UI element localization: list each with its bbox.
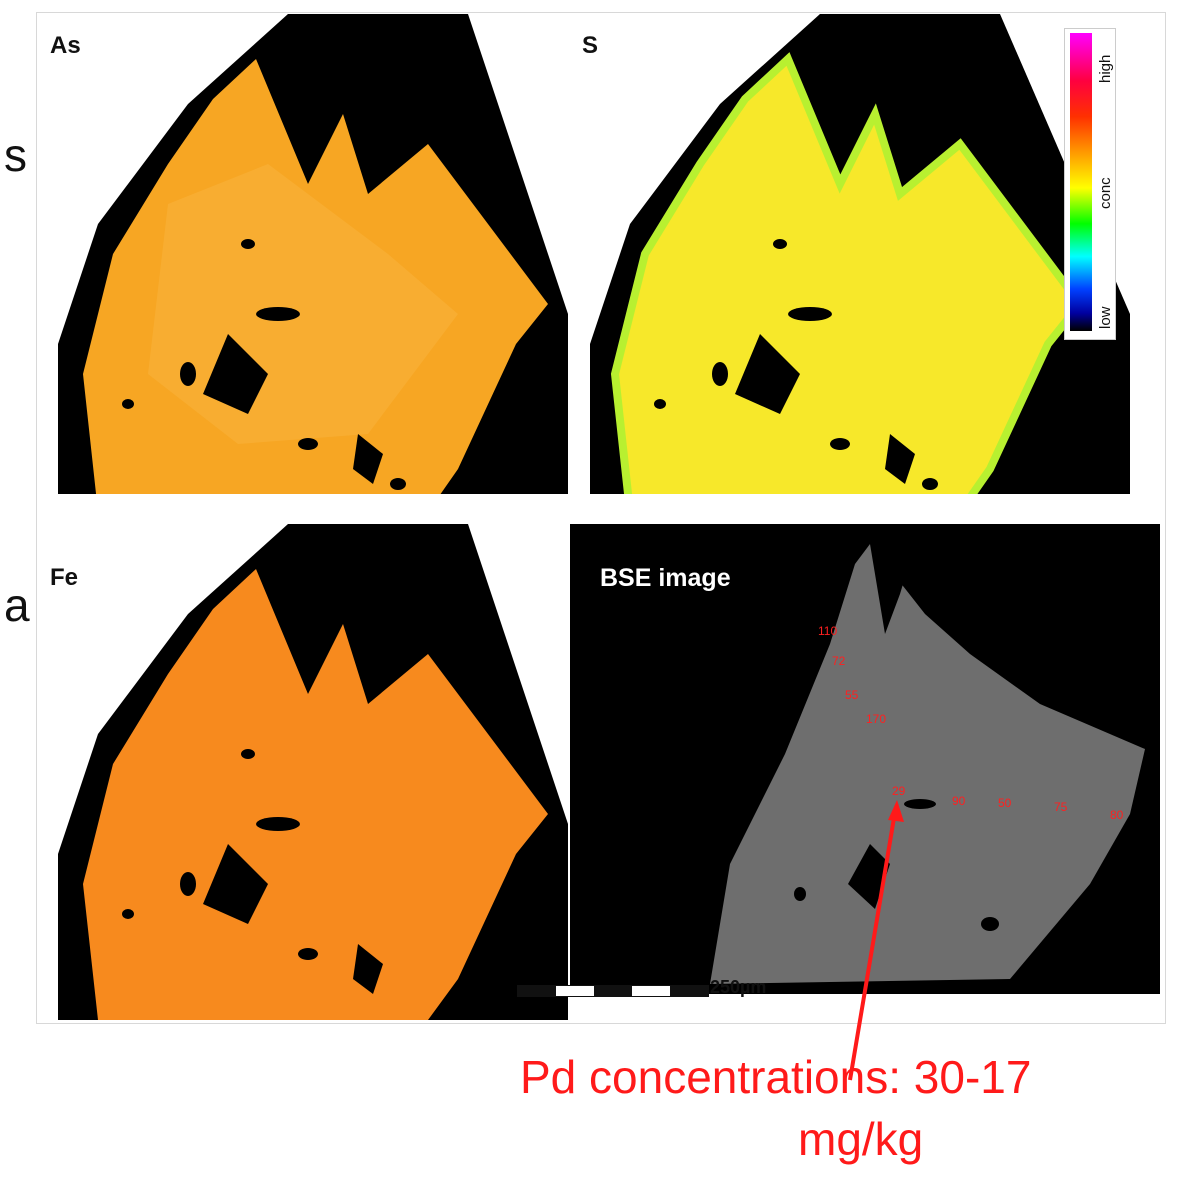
s-map-image [570,14,1130,512]
scale-bar [517,985,709,997]
s-map-panel: S [570,14,1130,512]
pd-concentration-annotation-line2: mg/kg [798,1113,924,1165]
pd-value-label: 72 [832,654,846,668]
pd-concentration-annotation-line1: Pd concentrations: 30-17 [520,1051,1032,1103]
pd-value-label: 90 [952,794,966,808]
pd-value-label: 75 [1054,800,1068,814]
as-map-image [38,14,568,512]
bse-panel-label: BSE image [600,564,731,592]
legend-low-label: low [1097,306,1114,329]
pd-value-label: 170 [866,712,887,726]
legend-color-bar [1070,33,1092,331]
slide-text-fragment-bottom: a [4,579,30,631]
legend-conc-label: conc [1097,177,1114,209]
as-panel-label: As [50,32,81,59]
as-map-panel: As [38,14,568,512]
pd-value-label: 55 [845,688,859,702]
bse-map-panel: BSE image [570,524,1160,994]
s-panel-label: S [582,32,599,59]
legend-high-label: high [1097,54,1114,83]
pd-value-label: 29 [892,784,906,798]
pd-value-label: 80 [1110,808,1124,822]
pd-value-label: 110 [818,624,838,638]
fe-map-panel: Fe [38,524,568,1020]
fe-map-image [38,524,568,1020]
pd-value-label: 50 [998,796,1012,810]
concentration-legend: high conc low [1064,28,1116,340]
fe-panel-label: Fe [50,564,79,591]
bse-image [570,524,1160,994]
scale-bar-label: 250µm [710,977,767,997]
slide-text-fragment-top: s [4,129,27,181]
